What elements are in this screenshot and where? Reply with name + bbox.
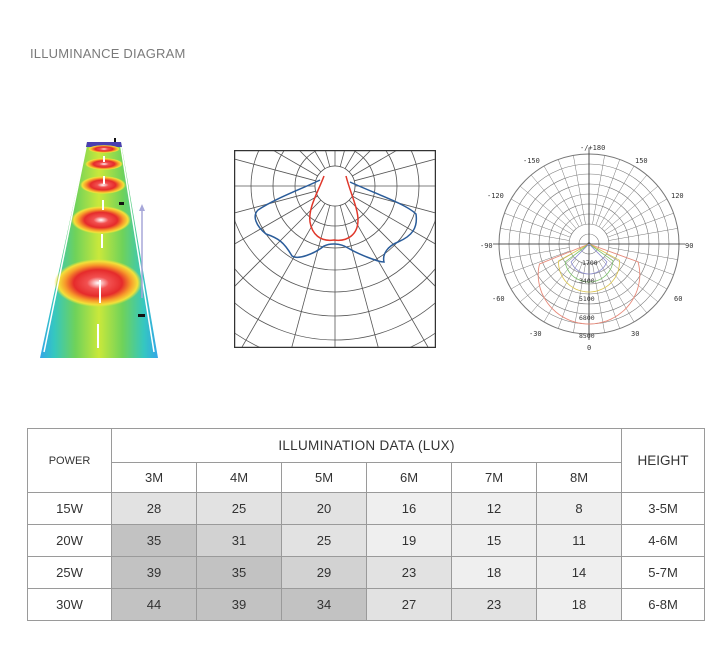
lux-cell: 31 xyxy=(196,524,282,557)
road-illuminance-heatmap xyxy=(40,138,158,358)
power-cell: 20W xyxy=(27,524,112,557)
lux-cell: 18 xyxy=(535,588,623,621)
angle-label-m30: -30 xyxy=(529,330,542,338)
angle-label-120: 120 xyxy=(671,192,684,200)
lux-cell: 15 xyxy=(451,524,537,557)
lux-cell: 14 xyxy=(535,556,623,589)
height-cell: 3-5M xyxy=(621,492,706,525)
lux-cell: 25 xyxy=(196,492,282,525)
height-cell: 4-6M xyxy=(621,524,706,557)
angle-label-150: 150 xyxy=(635,157,648,165)
lux-cell: 28 xyxy=(111,492,197,525)
illumination-data-table: POWER ILLUMINATION DATA (LUX) HEIGHT 3M … xyxy=(27,428,706,621)
power-cell: 25W xyxy=(27,556,112,589)
lux-cell: 34 xyxy=(281,588,367,621)
angle-label-0: 0 xyxy=(587,344,591,352)
lux-cell: 19 xyxy=(366,524,452,557)
ring-label-3400: 3400 xyxy=(579,277,595,285)
lux-cell: 44 xyxy=(111,588,197,621)
ring-label-8500: 8500 xyxy=(579,332,595,340)
height-cell: 5-7M xyxy=(621,556,706,589)
lux-cell: 27 xyxy=(366,588,452,621)
angle-label-m60: -60 xyxy=(492,295,505,303)
candela-polar-diagram: -/+180 -150 150 -120 120 -90 90 -60 60 -… xyxy=(480,144,693,352)
angle-label-90: 90 xyxy=(685,242,693,250)
distance-header-7m: 7M xyxy=(451,462,537,493)
lux-cell: 29 xyxy=(281,556,367,589)
lux-cell: 8 xyxy=(535,492,623,525)
table-row: 25W 39 35 29 23 18 14 5-7M xyxy=(27,556,706,589)
power-header: POWER xyxy=(27,428,112,493)
distance-header-4m: 4M xyxy=(196,462,282,493)
angle-label-m90: -90 xyxy=(480,242,493,250)
distance-header-5m: 5M xyxy=(281,462,367,493)
lux-cell: 12 xyxy=(451,492,537,525)
ring-label-6800: 6800 xyxy=(579,314,595,322)
angle-label-60: 60 xyxy=(674,295,682,303)
table-row: 30W 44 39 34 27 23 18 6-8M xyxy=(27,588,706,621)
ring-label-1700: 1700 xyxy=(582,259,598,267)
table-row: 20W 35 31 25 19 15 11 4-6M xyxy=(27,524,706,557)
lux-cell: 39 xyxy=(111,556,197,589)
lux-cell: 35 xyxy=(111,524,197,557)
height-cell: 6-8M xyxy=(621,588,706,621)
angle-label-m150: -150 xyxy=(523,157,540,165)
lux-cell: 35 xyxy=(196,556,282,589)
power-cell: 15W xyxy=(27,492,112,525)
lux-cell: 39 xyxy=(196,588,282,621)
height-header: HEIGHT xyxy=(621,428,706,493)
angle-label-30: 30 xyxy=(631,330,639,338)
lux-cell: 11 xyxy=(535,524,623,557)
table-row: 15W 28 25 20 16 12 8 3-5M xyxy=(27,492,706,525)
lux-cell: 18 xyxy=(451,556,537,589)
angle-label-180: -/+180 xyxy=(580,144,605,152)
distance-header-3m: 3M xyxy=(111,462,197,493)
ring-label-5100: 5100 xyxy=(579,295,595,303)
lux-cell: 25 xyxy=(281,524,367,557)
lux-cell: 23 xyxy=(451,588,537,621)
power-cell: 30W xyxy=(27,588,112,621)
lux-cell: 20 xyxy=(281,492,367,525)
angle-label-m120: -120 xyxy=(487,192,504,200)
lux-cell: 16 xyxy=(366,492,452,525)
distance-header-8m: 8M xyxy=(535,462,623,493)
light-distribution-grid xyxy=(234,150,436,348)
lux-cell: 23 xyxy=(366,556,452,589)
distance-header-6m: 6M xyxy=(366,462,452,493)
page-heading: ILLUMINANCE DIAGRAM xyxy=(30,46,186,61)
illumination-data-header: ILLUMINATION DATA (LUX) xyxy=(110,428,623,463)
